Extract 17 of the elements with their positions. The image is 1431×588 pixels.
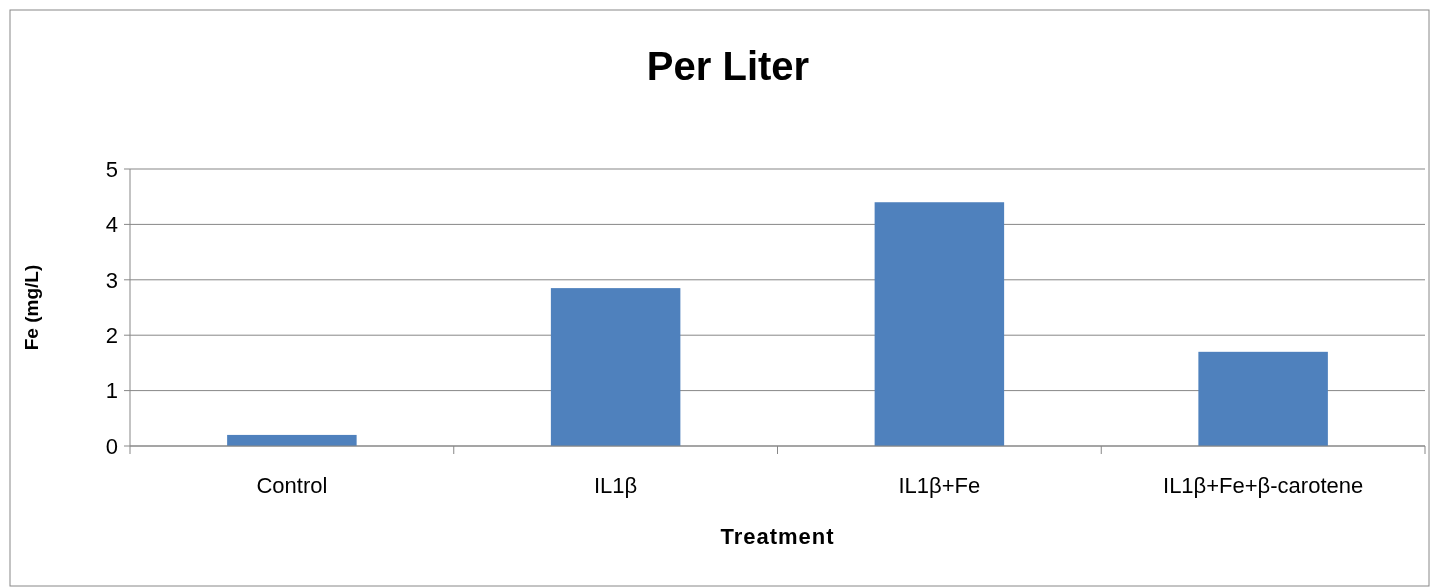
y-tick-label: 3 — [105, 267, 118, 293]
x-axis-title: Treatment — [720, 524, 835, 549]
bar — [550, 288, 681, 446]
x-tick-label: Control — [256, 473, 328, 498]
y-tick-label: 1 — [105, 378, 118, 404]
y-tick-label: 4 — [105, 212, 118, 238]
x-tick-label: IL1β+Fe — [898, 473, 981, 498]
y-tick-label: 2 — [105, 322, 118, 348]
x-tick-label: IL1β — [594, 473, 638, 498]
x-tick-label: IL1β+Fe+β-carotene — [1163, 473, 1364, 498]
bar — [874, 202, 1005, 446]
chart-title: Per Liter — [646, 44, 810, 88]
y-tick-label: 5 — [105, 156, 118, 182]
bar — [1198, 351, 1328, 446]
bar — [227, 434, 357, 446]
y-axis-title: Fe (mg/L) — [21, 264, 42, 351]
y-tick-label: 0 — [105, 433, 118, 459]
